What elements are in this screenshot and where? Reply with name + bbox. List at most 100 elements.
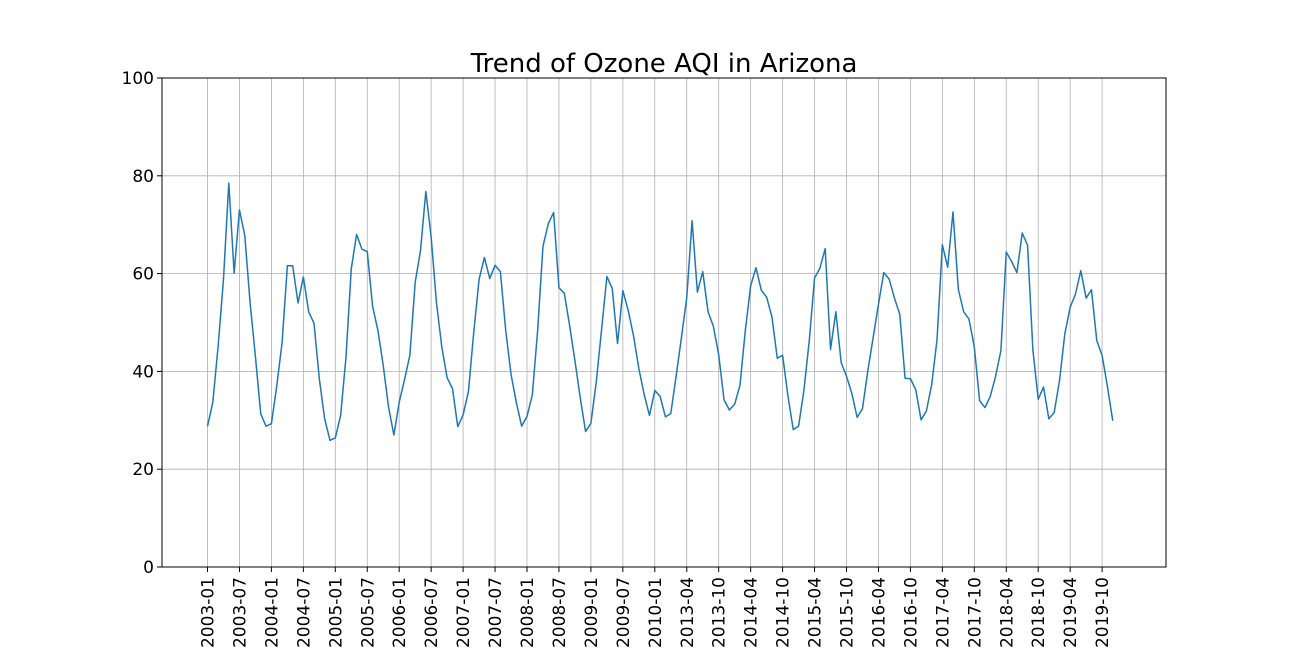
data-point [377, 330, 378, 331]
data-point [947, 267, 948, 268]
data-point [835, 311, 836, 312]
y-tick-label: 100 [122, 69, 154, 89]
data-point [622, 290, 623, 291]
data-point [676, 376, 677, 377]
x-tick-label: 2013-10 [710, 577, 730, 648]
data-point [766, 296, 767, 297]
data-point [718, 354, 719, 355]
data-point [548, 223, 549, 224]
data-point [356, 234, 357, 235]
y-tick-label: 60 [132, 265, 154, 285]
x-tick-label: 2017-10 [965, 577, 985, 648]
x-tick-label: 2004-07 [294, 577, 314, 648]
data-point [1075, 294, 1076, 295]
data-point [489, 278, 490, 279]
data-point [915, 389, 916, 390]
data-point [308, 311, 309, 312]
chart-title: Trend of Ozone AQI in Arizona [470, 49, 858, 79]
data-point [1096, 340, 1097, 341]
data-point [569, 325, 570, 326]
data-point [255, 356, 256, 357]
data-point [1032, 349, 1033, 350]
x-tick-label: 2014-10 [774, 577, 794, 648]
data-point [313, 323, 314, 324]
data-point [1000, 350, 1001, 351]
data-point [1102, 355, 1103, 356]
y-tick-label: 20 [132, 460, 154, 480]
data-point [1059, 380, 1060, 381]
data-point [367, 251, 368, 252]
y-tick-label: 80 [132, 167, 154, 187]
x-tick-label: 2007-01 [454, 577, 474, 648]
data-point [995, 376, 996, 377]
data-point [904, 378, 905, 379]
x-tick-label: 2016-10 [901, 577, 921, 648]
data-point [234, 273, 235, 274]
data-point [388, 407, 389, 408]
x-tick-label: 2018-04 [997, 577, 1017, 648]
data-point [1070, 307, 1071, 308]
data-point [239, 209, 240, 210]
x-tick-label: 2017-04 [933, 577, 953, 648]
data-point [606, 276, 607, 277]
data-point [665, 416, 666, 417]
data-point [303, 276, 304, 277]
data-point [862, 408, 863, 409]
data-point [819, 268, 820, 269]
data-point [777, 358, 778, 359]
data-point [553, 212, 554, 213]
data-point [739, 384, 740, 385]
x-tick-label: 2006-07 [422, 577, 442, 648]
data-point [447, 377, 448, 378]
data-point [899, 314, 900, 315]
data-point [1054, 412, 1055, 413]
data-point [702, 271, 703, 272]
data-point [713, 326, 714, 327]
data-point [830, 349, 831, 350]
data-point [1016, 272, 1017, 273]
data-point [1038, 399, 1039, 400]
data-point [1027, 245, 1028, 246]
x-tick-label: 2008-01 [518, 577, 538, 648]
data-point [1064, 333, 1065, 334]
data-point [281, 342, 282, 343]
data-point [393, 434, 394, 435]
data-point [404, 379, 405, 380]
data-point [510, 374, 511, 375]
data-point [979, 400, 980, 401]
data-point [883, 272, 884, 273]
data-point [601, 329, 602, 330]
data-point [415, 282, 416, 283]
data-point [793, 429, 794, 430]
data-point [1022, 232, 1023, 233]
data-point [324, 418, 325, 419]
data-point [558, 287, 559, 288]
data-point [654, 390, 655, 391]
data-point [825, 248, 826, 249]
data-point [521, 426, 522, 427]
data-point [494, 265, 495, 266]
x-tick-label: 2006-01 [390, 577, 410, 648]
data-point [612, 288, 613, 289]
data-point [590, 423, 591, 424]
data-point [516, 402, 517, 403]
data-point [670, 413, 671, 414]
data-point [697, 292, 698, 293]
data-point [319, 378, 320, 379]
data-point [580, 397, 581, 398]
x-tick-label: 2015-04 [806, 577, 826, 648]
data-point [771, 317, 772, 318]
data-point [617, 343, 618, 344]
data-point [894, 297, 895, 298]
data-point [723, 399, 724, 400]
data-point [984, 407, 985, 408]
data-point [809, 340, 810, 341]
data-point [276, 385, 277, 386]
data-point [936, 339, 937, 340]
data-point [383, 365, 384, 366]
data-point [857, 417, 858, 418]
data-point [750, 285, 751, 286]
data-point [649, 415, 650, 416]
